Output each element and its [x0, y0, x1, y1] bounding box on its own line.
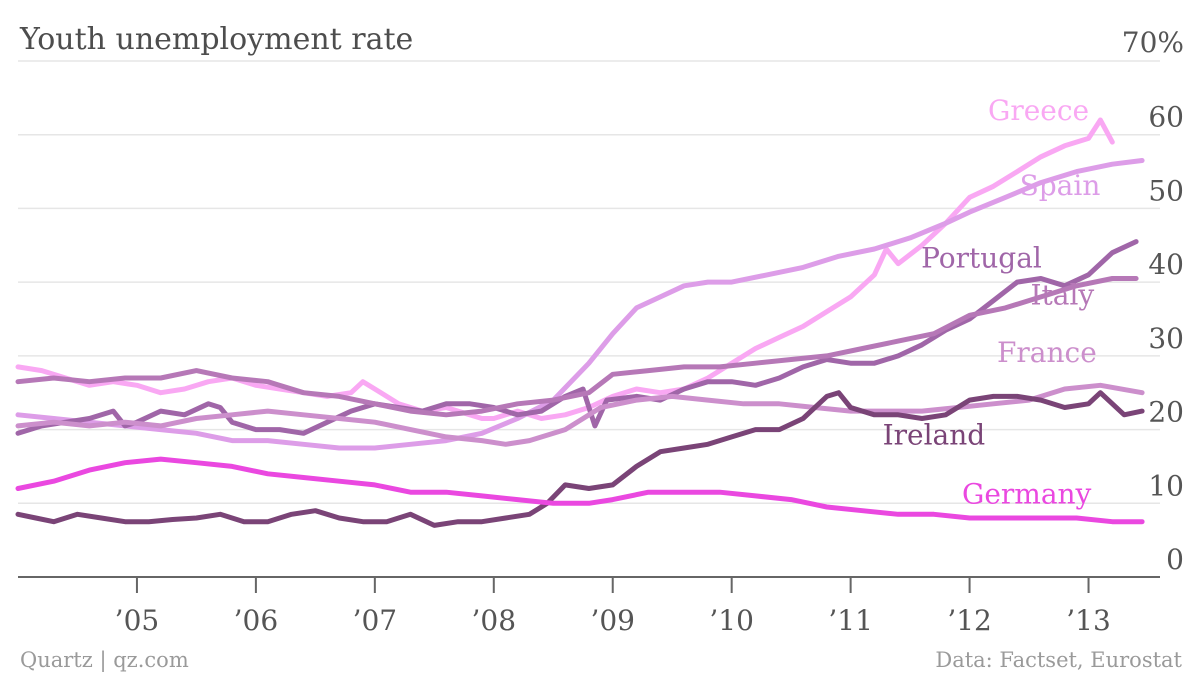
series-label-ireland: Ireland	[883, 418, 986, 451]
x-tick-label: ’05	[115, 604, 160, 637]
y-axis-ticks: 0 10 20 30 40 50 60 70%	[1122, 26, 1184, 576]
y-tick-label: 30	[1148, 322, 1184, 355]
y-tick-label: 10	[1148, 469, 1184, 502]
x-tick-label: ’11	[828, 604, 873, 637]
y-tick-label: 50	[1148, 174, 1184, 207]
y-tick-label: 0	[1166, 543, 1184, 576]
series-label-portugal: Portugal	[921, 241, 1042, 274]
series-line-ireland	[15, 390, 1145, 528]
series-lines	[15, 117, 1145, 528]
series-label-greece: Greece	[988, 94, 1089, 127]
x-tick-label: ’10	[709, 604, 754, 637]
x-tick-label: ’08	[472, 604, 517, 637]
y-tick-label: 70%	[1122, 26, 1184, 59]
source-credit: Quartz | qz.com	[20, 648, 189, 672]
data-source: Data: Factset, Eurostat	[935, 648, 1182, 672]
series-line-greece	[15, 117, 1115, 421]
x-tick-label: ’06	[234, 604, 279, 637]
series-line-spain	[15, 158, 1145, 451]
x-tick-label: ’09	[590, 604, 635, 637]
x-axis: ’05 ’06 ’07 ’08 ’09 ’10 ’11 ’12 ’13	[18, 576, 1160, 637]
x-tick-label: ’13	[1066, 604, 1111, 637]
x-tick-label: ’07	[353, 604, 398, 637]
series-line-france	[15, 382, 1145, 447]
series-labels: Greece Spain Portugal Italy France Ireland Ger…	[883, 94, 1101, 510]
series-line-italy	[15, 276, 1139, 418]
gridlines	[18, 60, 1160, 505]
y-tick-label: 40	[1148, 248, 1184, 281]
series-label-france: France	[997, 336, 1097, 369]
series-label-germany: Germany	[962, 477, 1092, 510]
y-tick-label: 60	[1148, 101, 1184, 134]
series-line-germany	[15, 456, 1145, 525]
x-tick-label: ’12	[947, 604, 992, 637]
y-tick-label: 20	[1148, 396, 1184, 429]
series-label-spain: Spain	[1020, 169, 1101, 202]
chart-title: Youth unemployment rate	[20, 22, 414, 57]
series-label-italy: Italy	[1030, 278, 1094, 311]
